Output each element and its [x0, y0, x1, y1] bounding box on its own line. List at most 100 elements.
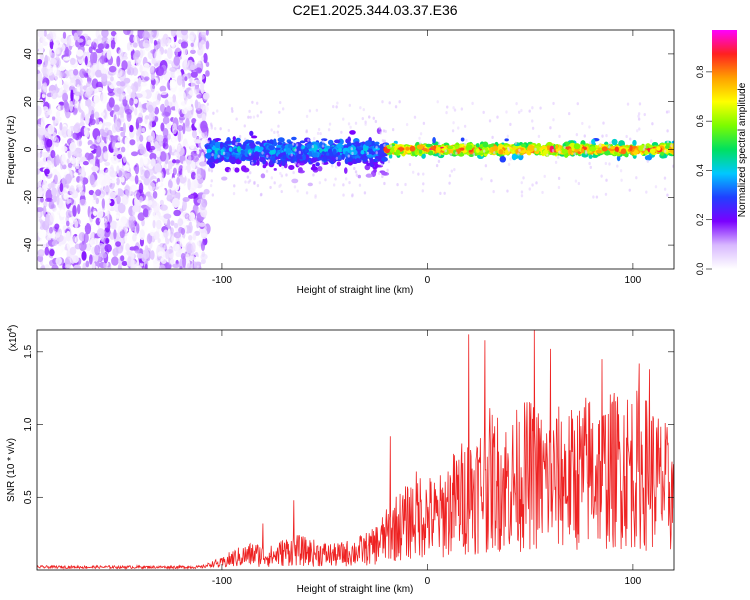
- heatmap-cell: [382, 129, 386, 133]
- heatmap-cell: [605, 178, 608, 182]
- heatmap-cell: [67, 162, 73, 169]
- heatmap-cell: [51, 240, 58, 247]
- heatmap-cell: [76, 204, 81, 215]
- heatmap-cell: [78, 240, 87, 252]
- heatmap-cell: [232, 136, 236, 141]
- heatmap-cell: [165, 168, 171, 175]
- heatmap-cell: [65, 230, 71, 242]
- heatmap-cell: [635, 176, 638, 180]
- heatmap-cell: [179, 266, 183, 269]
- heatmap-cell: [118, 49, 124, 58]
- heatmap-cell: [136, 116, 143, 124]
- heatmap-cell: [362, 107, 365, 112]
- heatmap-y-tick-label: 40: [23, 48, 34, 60]
- heatmap-cell: [196, 149, 200, 155]
- heatmap-cell: [423, 148, 428, 152]
- heatmap-cell: [135, 58, 141, 66]
- heatmap-cell: [255, 145, 261, 152]
- heatmap-cell: [185, 117, 190, 129]
- heatmap-cell: [154, 49, 162, 62]
- heatmap-cell: [88, 254, 93, 265]
- heatmap-cell: [295, 143, 299, 147]
- heatmap-cell: [124, 36, 129, 44]
- heatmap-cell: [50, 204, 56, 209]
- heatmap-cell: [437, 141, 441, 145]
- heatmap-cell: [144, 263, 148, 269]
- heatmap-cell: [37, 198, 41, 206]
- heatmap-cell: [585, 145, 589, 152]
- heatmap-cell: [124, 136, 128, 147]
- heatmap-cell: [277, 124, 280, 128]
- heatmap-cell: [374, 141, 380, 145]
- heatmap-cell: [78, 179, 84, 192]
- heatmap-cell: [381, 171, 388, 176]
- heatmap-cell: [347, 122, 351, 126]
- heatmap-cell: [411, 170, 415, 174]
- heatmap-cell: [414, 148, 418, 155]
- heatmap-cell: [37, 30, 45, 38]
- heatmap-cell: [121, 260, 128, 267]
- heatmap-cell: [217, 154, 220, 158]
- heatmap-cell: [400, 190, 404, 195]
- heatmap-cell: [372, 166, 378, 170]
- heatmap-cell: [153, 39, 158, 47]
- heatmap-cell: [388, 154, 393, 159]
- heatmap-cell: [666, 193, 669, 197]
- heatmap-cell: [79, 68, 87, 79]
- heatmap-cell: [311, 152, 318, 158]
- heatmap-cell: [73, 152, 81, 158]
- heatmap-cell: [245, 188, 248, 192]
- heatmap-cell: [44, 246, 50, 256]
- heatmap-cell: [63, 49, 72, 57]
- heatmap-cell: [334, 165, 338, 169]
- colorbar: 0.0 0.2 0.4 0.6 0.8 Normalized spectral ampl…: [695, 30, 748, 275]
- heatmap-cell: [201, 193, 206, 200]
- heatmap-cell: [51, 187, 58, 197]
- heatmap-cell: [66, 220, 70, 227]
- heatmap-cell: [190, 49, 196, 55]
- heatmap-cell: [50, 89, 58, 100]
- heatmap-cell: [387, 160, 391, 164]
- heatmap-cell: [120, 176, 125, 183]
- heatmap-cell: [281, 107, 285, 111]
- heatmap-cell: [366, 151, 370, 155]
- heatmap-cell: [181, 106, 188, 115]
- heatmap-cell: [142, 30, 150, 40]
- heatmap-cell: [70, 89, 74, 102]
- heatmap-cell: [114, 214, 120, 219]
- heatmap-cell: [70, 70, 74, 78]
- heatmap-cell: [249, 130, 254, 137]
- heatmap-cell: [194, 173, 202, 180]
- heatmap-cell: [86, 39, 93, 45]
- heatmap-cell: [46, 235, 52, 241]
- heatmap-cell: [671, 140, 674, 144]
- heatmap-cell: [160, 256, 167, 265]
- heatmap-cell: [507, 148, 511, 152]
- heatmap-cell: [490, 179, 493, 183]
- heatmap-cell: [421, 189, 424, 193]
- heatmap-cell: [260, 173, 266, 179]
- heatmap-cell: [360, 149, 365, 155]
- heatmap-cell: [104, 122, 112, 127]
- heatmap-cell: [321, 161, 324, 165]
- heatmap-cell: [43, 113, 47, 124]
- heatmap-cell: [37, 168, 40, 175]
- heatmap-cell: [234, 167, 240, 173]
- heatmap-cell: [37, 149, 41, 162]
- heatmap-cell: [108, 191, 116, 200]
- heatmap-cell: [61, 126, 69, 138]
- heatmap-cell: [405, 122, 409, 127]
- heatmap-cell: [90, 232, 95, 239]
- heatmap-cell: [101, 73, 108, 82]
- heatmap-cell: [155, 99, 161, 105]
- heatmap-cell: [126, 69, 132, 75]
- heatmap-cell: [549, 126, 552, 130]
- snr-x-ticks: -100 0 100: [212, 330, 642, 587]
- heatmap-cell: [198, 161, 207, 167]
- heatmap-cell: [119, 81, 126, 87]
- heatmap-cell: [573, 143, 581, 150]
- heatmap-cell: [167, 218, 171, 230]
- heatmap-cell: [188, 221, 193, 234]
- heatmap-cell: [147, 181, 156, 191]
- heatmap-cell: [83, 125, 88, 137]
